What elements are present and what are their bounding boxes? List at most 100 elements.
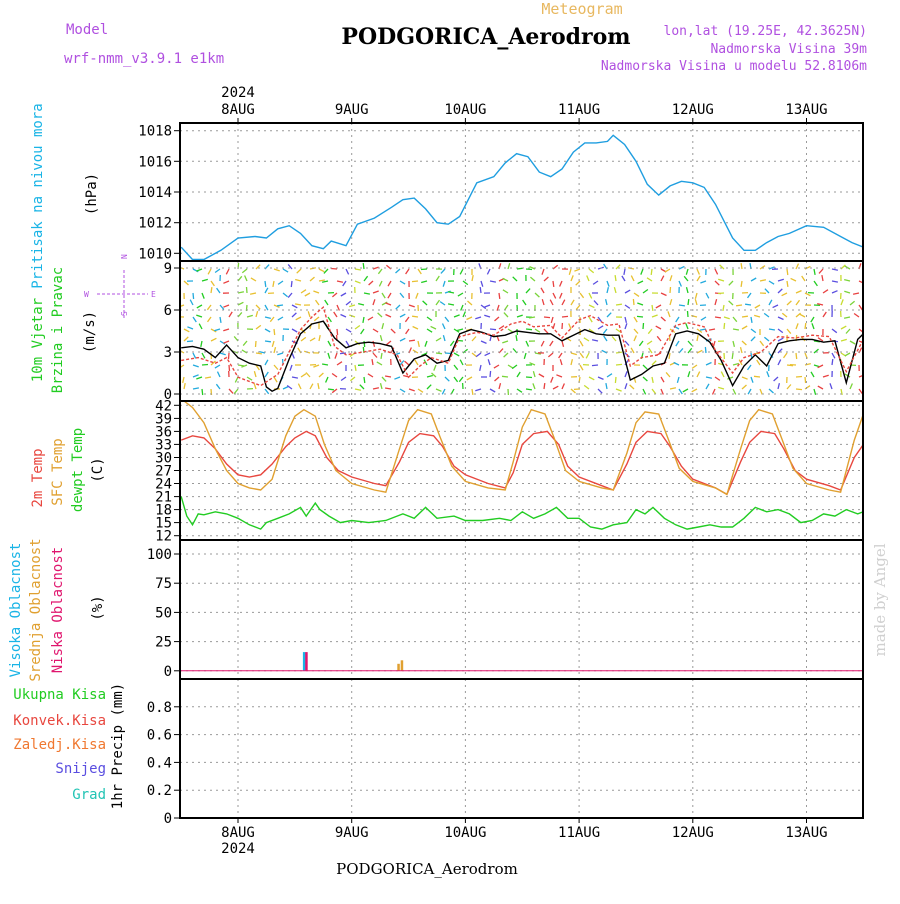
wind-arrow (616, 304, 622, 305)
wind-arrow (562, 316, 568, 317)
wind-arrow (705, 347, 706, 353)
wind-arrow (229, 365, 230, 371)
wind-arrow (364, 377, 365, 383)
wind-arrow (277, 305, 283, 306)
ytick-label: 3 (164, 345, 172, 361)
wind-arrow (805, 323, 806, 329)
ytick-label: 1010 (138, 246, 172, 262)
wind-title-2: Brzina i Pravac (50, 267, 66, 393)
wind-arrow (553, 281, 554, 287)
wind-arrow (265, 281, 266, 287)
wind-arrow (787, 269, 788, 275)
wind-arrow (787, 281, 788, 287)
wind-arrow (615, 377, 616, 383)
cloud-title-low: Niska Oblacnost (50, 547, 66, 673)
ytick-label: 0 (164, 664, 172, 680)
wind-arrow (643, 323, 644, 329)
wind-arrow (364, 341, 365, 347)
temp-title-sfc: SFC Temp (50, 438, 66, 505)
bottom-day-label: 11AUG (558, 825, 600, 841)
bottom-day-label: 8AUG (221, 825, 255, 841)
wind-arrow (732, 353, 733, 359)
wind-arrow (633, 299, 634, 305)
bottom-day-label: 12AUG (672, 825, 714, 841)
wind-arrow (526, 377, 532, 378)
wind-arrow (256, 341, 257, 347)
wind-arrow (742, 316, 748, 317)
wind-arrow (202, 365, 208, 366)
ytick-label: 1012 (138, 216, 172, 232)
wind-arrow (331, 269, 337, 270)
wind-arrow (736, 305, 742, 306)
precip-legend-conv: Konvek.Kisa (13, 713, 106, 729)
bottom-year-label: 2024 (221, 841, 255, 857)
wind-arrow (274, 329, 275, 335)
wind-arrow (409, 340, 415, 341)
ytick-label: 0.8 (147, 700, 172, 716)
pressure-title: Pritisak na nivou mora (30, 103, 46, 288)
cloud-bar-high (303, 652, 306, 671)
wind-arrow (526, 269, 532, 270)
wind-unit: (m/s) (82, 311, 98, 353)
station-title: PODGORICA_Aerodrom (341, 24, 630, 50)
wind-arrow (472, 389, 473, 395)
ytick-label: 1014 (138, 185, 172, 201)
wind-arrow (490, 329, 496, 330)
wind-arrow (741, 281, 742, 287)
cloud-bar-mid (397, 664, 400, 671)
wind-arrow (202, 389, 203, 395)
top-day-label: 12AUG (672, 102, 714, 118)
wind-arrow (436, 353, 442, 354)
wind-arrow (187, 341, 193, 342)
wind-arrow (502, 376, 508, 377)
temp-title-2m: 2m Temp (30, 448, 46, 507)
wind-arrow (688, 299, 689, 305)
precip-unit: 1hr Precip (mm) (110, 683, 126, 809)
top-day-label: 13AUG (785, 102, 827, 118)
pressure-unit: (hPa) (84, 173, 100, 215)
wind-arrow (291, 281, 292, 287)
cloud-title-mid: Srednja Oblacnost (28, 538, 44, 681)
wind-arrow (718, 293, 724, 294)
wind-arrow (499, 293, 500, 299)
ytick-label: 50 (155, 605, 172, 621)
ytick-label: 25 (155, 635, 172, 651)
precip-legend-snow: Snijeg (55, 761, 106, 777)
temp-title-dewpt: dewpt Temp (70, 428, 86, 512)
ytick-label: 1018 (138, 124, 172, 140)
wind-arrow (363, 263, 364, 269)
ytick-label: 0.6 (147, 728, 172, 744)
wind-arrow (724, 323, 725, 329)
wind-arrow (247, 287, 248, 293)
ytick-label: 9 (164, 261, 172, 277)
wind-arrow (651, 269, 652, 275)
wind-arrow (328, 389, 334, 390)
wind-arrow (445, 353, 451, 354)
wind-arrow (688, 311, 689, 317)
wind-arrow (796, 389, 802, 390)
wind-arrow (805, 377, 806, 383)
wind-arrow (796, 377, 802, 378)
wind-arrow (754, 376, 760, 377)
top-day-label: 10AUG (444, 102, 486, 118)
top-day-label: 8AUG (221, 102, 255, 118)
wind-arrow (412, 316, 418, 317)
elevation-label: Nadmorska Visina 39m (710, 42, 867, 57)
ytick-label: 100 (147, 547, 172, 563)
wind-arrow (544, 383, 545, 389)
ytick-label: 0.2 (147, 783, 172, 799)
ytick-label: 0.4 (147, 755, 172, 771)
watermark: made by Angel (871, 543, 889, 656)
wind-arrow (745, 304, 751, 305)
temp-unit: (C) (90, 457, 106, 482)
bottom-day-label: 13AUG (785, 825, 827, 841)
ytick-label: 6 (164, 303, 172, 319)
wind-arrow (265, 341, 271, 342)
wind-arrow (480, 287, 481, 293)
wind-title-1: 10m Vjetar (30, 298, 46, 382)
wind-arrow (412, 281, 418, 282)
ytick-label: 1016 (138, 154, 172, 170)
compass-e: E (151, 290, 156, 299)
footer-station: PODGORICA_Aerodrom (336, 860, 518, 878)
